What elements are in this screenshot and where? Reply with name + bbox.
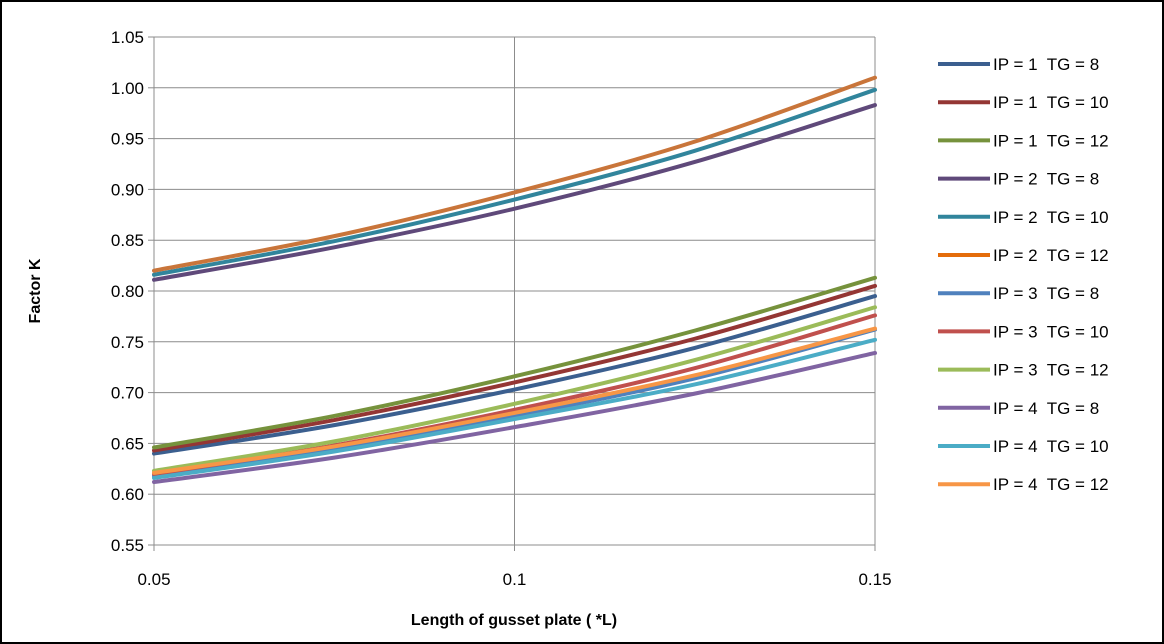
legend-label-9: IP = 3 TG = 12 [993, 361, 1109, 380]
y-tick-label: 0.85 [111, 231, 144, 250]
y-tick-label: 1.05 [111, 28, 144, 47]
x-tick-label: 0.1 [503, 570, 527, 589]
y-axis-ticks: 0.55 0.60 0.65 0.70 0.75 0.80 0.85 0.90 0.95 1.00… [111, 28, 154, 555]
legend-label-10: IP = 4 TG = 8 [993, 399, 1099, 418]
y-tick-label: 0.75 [111, 333, 144, 352]
legend-label-12: IP = 4 TG = 12 [993, 475, 1109, 494]
x-tick-label: 0.15 [858, 570, 891, 589]
y-tick-label: 0.60 [111, 485, 144, 504]
y-tick-label: 0.70 [111, 384, 144, 403]
legend: IP = 1 TG = 8 IP = 1 TG = 10 IP = 1 TG = 1… [938, 55, 1109, 494]
y-axis-title: Factor K [27, 258, 44, 323]
y-tick-label: 1.00 [111, 79, 144, 98]
y-tick-label: 0.90 [111, 180, 144, 199]
legend-label-3: IP = 1 TG = 12 [993, 131, 1109, 150]
x-axis-ticks: 0.05 0.1 0.15 [137, 545, 891, 589]
legend-label-2: IP = 1 TG = 10 [993, 93, 1109, 112]
legend-label-1: IP = 1 TG = 8 [993, 55, 1099, 74]
y-tick-label: 0.80 [111, 282, 144, 301]
legend-label-6: IP = 2 TG = 12 [993, 246, 1109, 265]
y-tick-label: 0.95 [111, 130, 144, 149]
legend-label-4: IP = 2 TG = 8 [993, 170, 1099, 189]
x-tick-label: 0.05 [137, 570, 170, 589]
x-axis-title: Length of gusset plate ( *L) [411, 612, 617, 629]
legend-label-8: IP = 3 TG = 10 [993, 322, 1109, 341]
legend-label-7: IP = 3 TG = 8 [993, 284, 1099, 303]
legend-label-11: IP = 4 TG = 10 [993, 437, 1109, 456]
y-tick-label: 0.65 [111, 434, 144, 453]
legend-label-5: IP = 2 TG = 10 [993, 208, 1109, 227]
y-tick-label: 0.55 [111, 536, 144, 555]
